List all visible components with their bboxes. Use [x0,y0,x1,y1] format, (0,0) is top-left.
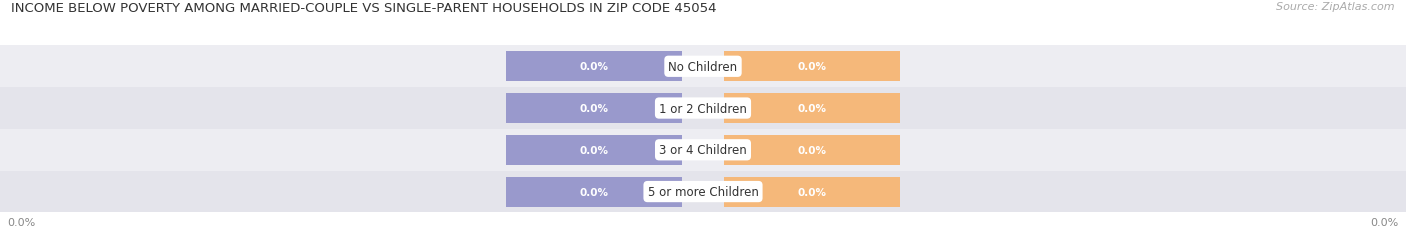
Text: 0.0%: 0.0% [797,187,827,197]
Text: No Children: No Children [668,61,738,73]
Text: 5 or more Children: 5 or more Children [648,185,758,198]
Bar [506,52,682,82]
Text: 0.0%: 0.0% [579,145,609,155]
Text: 0.0%: 0.0% [797,62,827,72]
Bar [724,94,900,124]
Text: 0.0%: 0.0% [7,217,35,227]
Bar [506,94,682,124]
Bar [0,129,1406,171]
Text: 1 or 2 Children: 1 or 2 Children [659,102,747,115]
Bar [724,52,900,82]
Bar [506,135,682,165]
Bar [0,171,1406,213]
Text: 0.0%: 0.0% [797,145,827,155]
Text: 0.0%: 0.0% [579,62,609,72]
Text: 3 or 4 Children: 3 or 4 Children [659,144,747,157]
Bar [724,135,900,165]
Bar [0,88,1406,129]
Bar [0,46,1406,88]
Text: Source: ZipAtlas.com: Source: ZipAtlas.com [1277,2,1395,12]
Text: INCOME BELOW POVERTY AMONG MARRIED-COUPLE VS SINGLE-PARENT HOUSEHOLDS IN ZIP COD: INCOME BELOW POVERTY AMONG MARRIED-COUPL… [11,2,717,15]
Bar [506,177,682,207]
Text: 0.0%: 0.0% [797,103,827,114]
Bar [724,177,900,207]
Text: 0.0%: 0.0% [1371,217,1399,227]
Text: 0.0%: 0.0% [579,103,609,114]
Text: 0.0%: 0.0% [579,187,609,197]
